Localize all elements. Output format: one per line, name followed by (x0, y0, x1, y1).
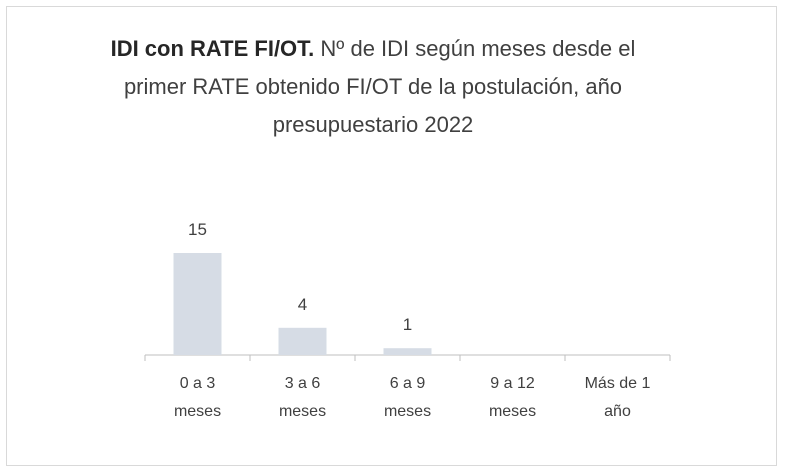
chart-title: IDI con RATE FI/OT. Nº de IDI según mese… (100, 30, 646, 144)
bar (173, 253, 222, 355)
x-tick-label: Más de 1 año (584, 375, 651, 420)
data-label: 4 (298, 295, 307, 314)
x-tick-label: 9 a 12 meses (488, 375, 537, 420)
title-bold: IDI con RATE FI/OT. (110, 36, 315, 61)
x-tick-label: 3 a 6 meses (278, 375, 327, 420)
bar (278, 327, 327, 355)
data-label: 15 (188, 220, 207, 239)
data-label: 1 (403, 315, 412, 334)
title-text: Nº de IDI según meses desde el primer RA… (123, 36, 636, 137)
x-tick-label: 6 a 9 meses (383, 375, 432, 420)
bar (383, 348, 432, 355)
x-tick-label: 0 a 3 meses (173, 375, 222, 420)
